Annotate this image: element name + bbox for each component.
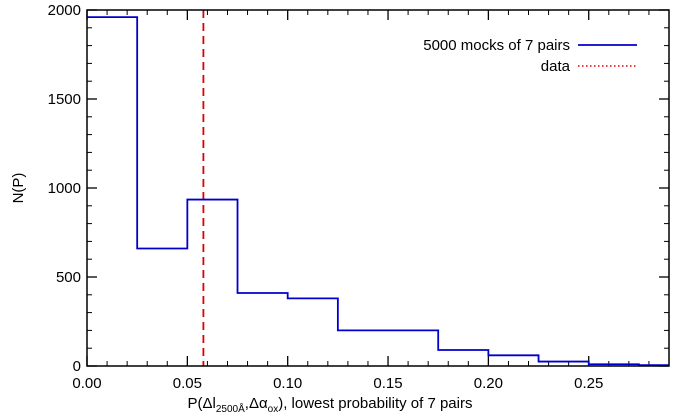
- y-tick-label: 500: [56, 269, 81, 286]
- ticks-layer: 0.00 0.05 0.10 0.15 0.20 0.25 0 500 1000 1500 2000: [48, 2, 669, 392]
- x-axis-title-middle: ,Δα: [245, 395, 268, 412]
- legend-label-mocks: 5000 mocks of 7 pairs: [423, 37, 570, 54]
- x-tick-label: 0.15: [373, 375, 402, 392]
- x-tick-label: 0.00: [72, 375, 101, 392]
- x-tick-label: 0.20: [474, 375, 503, 392]
- histogram-bin: [137, 249, 187, 366]
- histogram-bin: [488, 355, 538, 366]
- histogram-bin: [288, 298, 338, 366]
- histogram-bin: [238, 293, 288, 366]
- legend: 5000 mocks of 7 pairs data: [423, 37, 637, 75]
- x-tick-label: 0.05: [173, 375, 202, 392]
- x-axis-title: P(Δl2500Å,Δαox), lowest probability of 7…: [188, 395, 473, 414]
- histogram-bin: [388, 330, 438, 366]
- histogram-bin: [438, 350, 488, 366]
- histogram-series-mocks: [87, 16, 669, 366]
- y-tick-label: 0: [73, 358, 81, 375]
- x-axis-title-suffix: ), lowest probability of 7 pairs: [278, 395, 472, 412]
- histogram-bin: [87, 17, 137, 366]
- legend-label-data: data: [541, 58, 571, 75]
- y-tick-label: 1500: [48, 91, 81, 108]
- x-tick-label: 0.10: [273, 375, 302, 392]
- x-axis-title-subscript-1: 2500Å: [216, 402, 245, 414]
- histogram-bin: [338, 330, 388, 366]
- x-tick-label: 0.25: [574, 375, 603, 392]
- y-tick-label: 1000: [48, 180, 81, 197]
- data-layer: [87, 10, 669, 366]
- y-tick-label: 2000: [48, 2, 81, 19]
- y-axis-title: N(P): [10, 173, 27, 204]
- plot-frame: [86, 9, 670, 367]
- histogram-bin: [187, 200, 237, 366]
- x-axis-title-subscript-2: ox: [268, 404, 279, 414]
- x-axis-title-prefix: P(Δl: [188, 395, 216, 412]
